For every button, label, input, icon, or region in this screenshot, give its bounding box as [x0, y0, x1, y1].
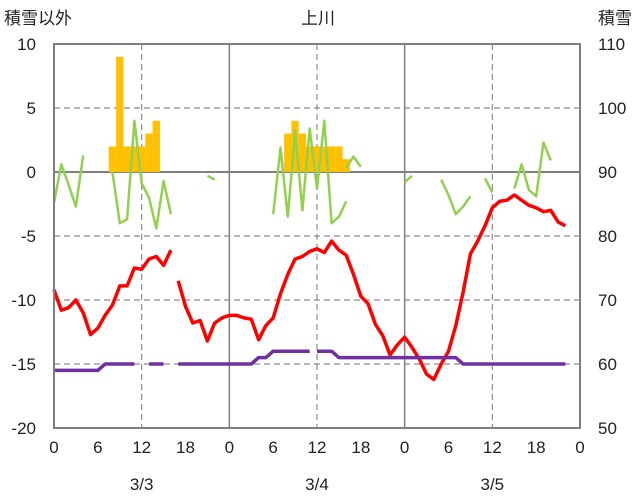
y-tick-left: -5 [21, 227, 36, 246]
x-tick: 12 [308, 438, 327, 457]
wind-line [345, 155, 362, 169]
left-axis-label: 積雪以外 [4, 9, 72, 28]
precipitation-bar [123, 146, 131, 172]
date-label: 3/4 [305, 475, 329, 494]
y-tick-right: 50 [598, 419, 617, 438]
y-tick-left: 10 [17, 35, 36, 54]
y-tick-left: -20 [11, 419, 36, 438]
x-tick: 18 [176, 438, 195, 457]
chart-title: 上川 [301, 9, 335, 28]
y-tick-left: -10 [11, 291, 36, 310]
wind-line [440, 179, 472, 216]
x-tick: 6 [444, 438, 453, 457]
precipitation-bar [116, 56, 124, 172]
x-tick: 12 [132, 438, 151, 457]
wind-line [111, 119, 173, 230]
precipitation-bar [335, 146, 343, 172]
series-lines [52, 119, 567, 382]
precipitation-bar [298, 133, 307, 172]
y-tick-left: 0 [27, 163, 36, 182]
snow_depth-line [178, 349, 310, 366]
wind-line [206, 174, 216, 181]
wind-line [403, 174, 413, 184]
temperature-line [176, 193, 567, 382]
y-tick-right: 90 [598, 163, 617, 182]
wind-line [483, 177, 494, 194]
temperature-line [52, 249, 173, 337]
x-tick: 0 [400, 438, 409, 457]
x-tick: 0 [225, 438, 234, 457]
date-label: 3/5 [481, 475, 505, 494]
precipitation-bar [342, 159, 350, 172]
x-tick: 0 [575, 438, 584, 457]
precipitation-bar [306, 146, 314, 172]
x-tick: 18 [527, 438, 546, 457]
y-tick-right: 80 [598, 227, 617, 246]
precipitation-bar [138, 146, 146, 172]
y-tick-left: 5 [27, 99, 36, 118]
precipitation-bar [291, 120, 299, 172]
snow_depth-line [317, 349, 566, 366]
wind-line [52, 155, 85, 208]
precipitation-bar [327, 146, 336, 172]
precipitation-bar [284, 133, 292, 172]
x-tick: 12 [483, 438, 502, 457]
y-tick-right: 100 [598, 99, 626, 118]
y-tick-right: 70 [598, 291, 617, 310]
x-tick: 6 [268, 438, 277, 457]
precipitation-bar [108, 146, 117, 172]
gridlines [54, 44, 580, 428]
right-axis-label: 積雪 [598, 9, 632, 28]
precipitation-bar [145, 133, 153, 172]
x-tick: 18 [351, 438, 370, 457]
y-tick-left: -15 [11, 355, 36, 374]
wind-line [271, 119, 348, 225]
precipitation-bar [130, 146, 139, 172]
y-tick-right: 60 [598, 355, 617, 374]
wind-line [513, 141, 552, 198]
precipitation-bars [108, 56, 350, 172]
precipitation-bar [152, 120, 160, 172]
x-tick: 0 [49, 438, 58, 457]
precipitation-bar [320, 146, 328, 172]
plot-area-frame [53, 43, 581, 429]
snow_depth-line [54, 362, 135, 373]
y-tick-right: 110 [598, 35, 625, 54]
x-tick: 6 [93, 438, 102, 457]
date-label: 3/3 [130, 475, 154, 494]
precipitation-bar [313, 146, 321, 172]
